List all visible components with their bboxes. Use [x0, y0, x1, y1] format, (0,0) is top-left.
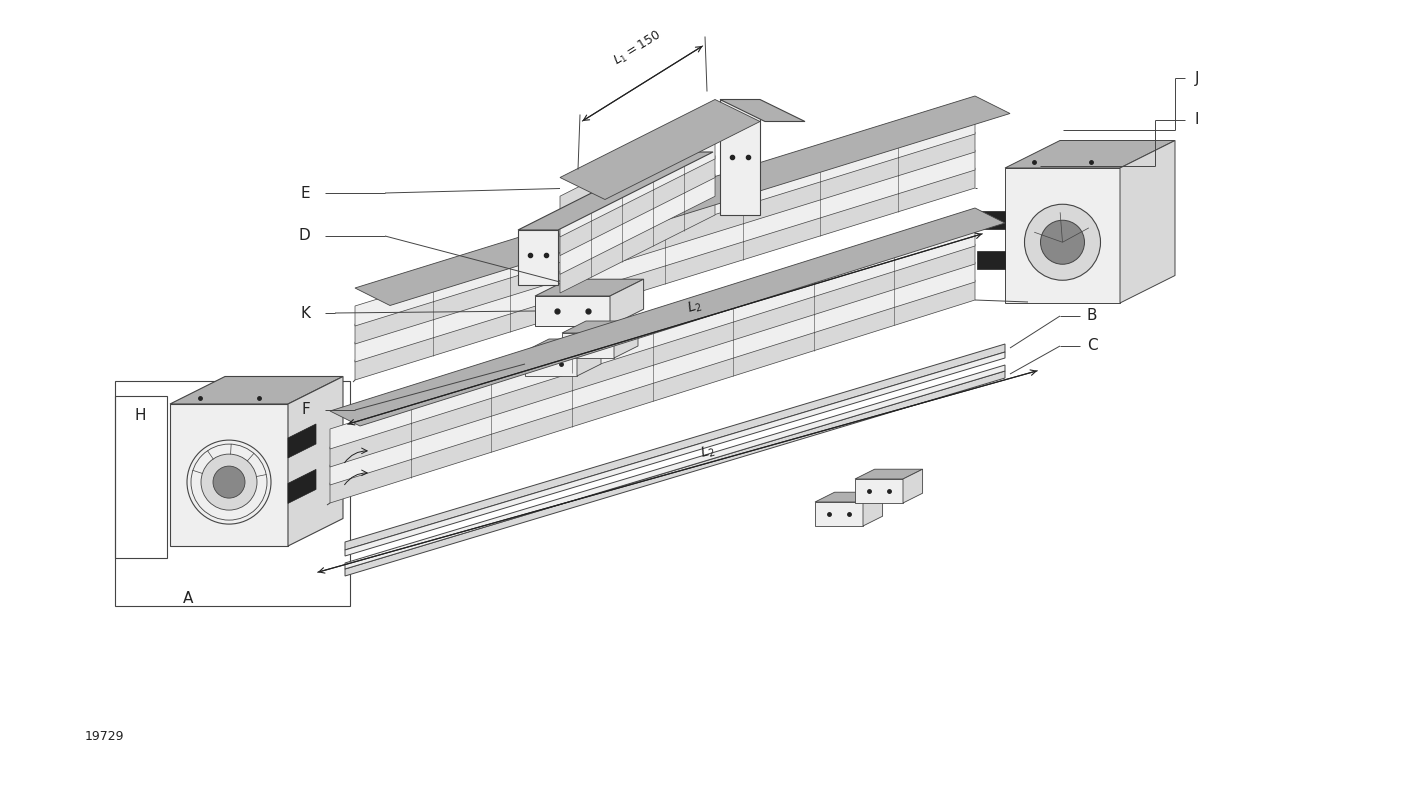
- Polygon shape: [535, 279, 643, 296]
- Polygon shape: [977, 251, 1005, 269]
- Bar: [115, 396, 168, 558]
- Polygon shape: [1120, 140, 1174, 303]
- Polygon shape: [170, 377, 344, 404]
- Polygon shape: [559, 118, 716, 218]
- Circle shape: [187, 440, 271, 524]
- Text: $L_2$: $L_2$: [699, 441, 717, 461]
- Polygon shape: [345, 344, 1005, 550]
- Text: H: H: [135, 408, 146, 423]
- Text: F: F: [301, 402, 310, 417]
- Text: D: D: [298, 228, 310, 243]
- Polygon shape: [815, 502, 863, 526]
- Polygon shape: [720, 100, 760, 215]
- Circle shape: [1024, 204, 1100, 280]
- Text: $L_2$: $L_2$: [686, 297, 704, 317]
- Polygon shape: [525, 351, 577, 376]
- Polygon shape: [903, 469, 923, 503]
- Polygon shape: [559, 137, 716, 237]
- Polygon shape: [559, 100, 760, 200]
- Polygon shape: [1005, 140, 1174, 168]
- Circle shape: [1041, 220, 1085, 264]
- Text: K: K: [300, 306, 310, 321]
- Polygon shape: [855, 469, 923, 479]
- Circle shape: [202, 454, 257, 510]
- Polygon shape: [611, 279, 643, 326]
- Polygon shape: [355, 168, 976, 380]
- Polygon shape: [345, 352, 1005, 556]
- Text: B: B: [1086, 309, 1098, 323]
- Polygon shape: [329, 226, 976, 449]
- Text: E: E: [301, 185, 310, 200]
- Polygon shape: [720, 100, 805, 121]
- Text: $L_1 = 150$: $L_1 = 150$: [611, 27, 665, 69]
- Polygon shape: [815, 492, 883, 502]
- Circle shape: [192, 444, 267, 520]
- Text: A: A: [183, 591, 193, 606]
- Polygon shape: [288, 377, 344, 546]
- Polygon shape: [518, 230, 558, 285]
- Polygon shape: [355, 114, 976, 326]
- Polygon shape: [355, 96, 1010, 306]
- Polygon shape: [863, 492, 883, 526]
- Polygon shape: [562, 321, 638, 333]
- Polygon shape: [329, 208, 1005, 426]
- Text: I: I: [1196, 113, 1200, 128]
- Polygon shape: [577, 339, 601, 376]
- Polygon shape: [525, 339, 601, 351]
- Text: J: J: [1196, 70, 1200, 85]
- Polygon shape: [977, 211, 1005, 229]
- Polygon shape: [170, 404, 288, 546]
- Polygon shape: [345, 371, 1005, 576]
- Polygon shape: [613, 321, 638, 358]
- Polygon shape: [559, 156, 716, 255]
- Bar: [115, 381, 349, 606]
- Polygon shape: [288, 469, 317, 504]
- Polygon shape: [329, 262, 976, 485]
- Polygon shape: [345, 365, 1005, 569]
- Circle shape: [213, 466, 246, 498]
- Polygon shape: [329, 244, 976, 467]
- Polygon shape: [855, 479, 903, 503]
- Polygon shape: [355, 150, 976, 362]
- Polygon shape: [559, 174, 716, 275]
- Polygon shape: [1005, 168, 1120, 303]
- Text: C: C: [1086, 338, 1098, 354]
- Polygon shape: [562, 333, 613, 358]
- Polygon shape: [329, 280, 976, 503]
- Polygon shape: [355, 132, 976, 344]
- Text: 19729: 19729: [85, 730, 125, 743]
- Polygon shape: [559, 193, 716, 293]
- Polygon shape: [288, 424, 317, 458]
- Polygon shape: [518, 152, 713, 230]
- Polygon shape: [535, 296, 611, 326]
